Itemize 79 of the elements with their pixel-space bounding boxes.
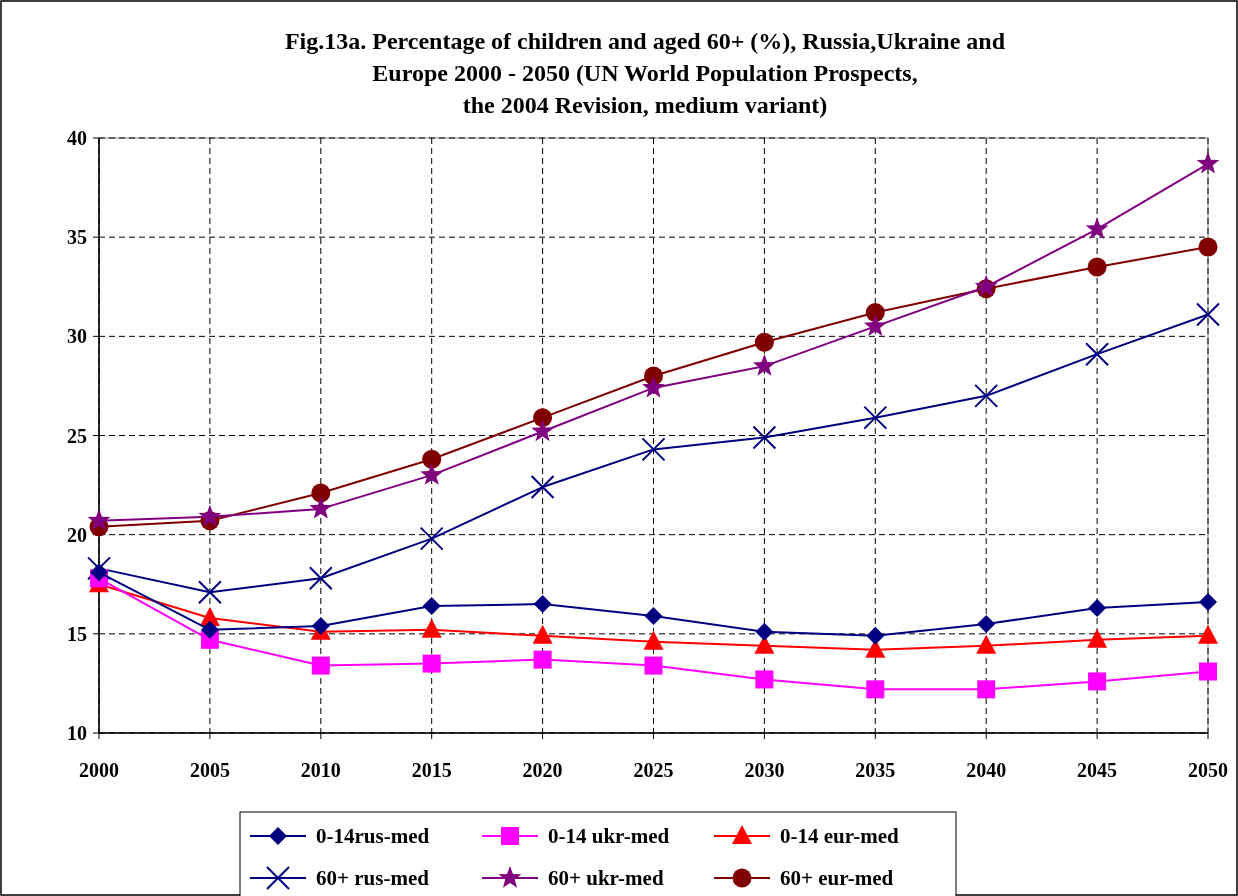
- point: [311, 616, 330, 635]
- point: [308, 566, 333, 591]
- point: [311, 656, 330, 675]
- legend-label: 0-14 ukr-med: [548, 824, 670, 849]
- point: [200, 620, 219, 639]
- point: [866, 680, 885, 699]
- point: [863, 405, 888, 430]
- legend-label: 0-14 eur-med: [780, 824, 900, 849]
- point: [977, 614, 996, 633]
- point: [1198, 237, 1218, 257]
- point: [87, 508, 111, 531]
- point: [309, 496, 333, 519]
- legend-label: 60+ rus-med: [316, 866, 430, 891]
- point: [1085, 217, 1109, 239]
- point: [643, 630, 664, 650]
- y-tick-label: 25: [67, 424, 87, 447]
- y-tick-label: 30: [67, 325, 87, 348]
- point: [754, 332, 774, 352]
- point: [865, 303, 885, 323]
- point: [641, 437, 666, 462]
- legend-label: 60+ eur-med: [780, 866, 894, 891]
- point: [644, 606, 663, 625]
- point: [755, 670, 774, 689]
- point: [1088, 599, 1107, 618]
- point: [1199, 662, 1217, 681]
- legend-label: 0-14rus-med: [316, 824, 430, 849]
- point: [1196, 302, 1220, 327]
- x-tick-label: 2035: [855, 759, 896, 781]
- point: [1198, 624, 1218, 644]
- y-tick-label: 40: [67, 127, 87, 149]
- x-tick-label: 2025: [633, 759, 674, 781]
- x-tick-label: 2040: [966, 759, 1007, 781]
- point: [531, 419, 555, 442]
- point: [752, 425, 777, 450]
- point: [863, 314, 887, 337]
- y-tick-label: 10: [67, 722, 87, 744]
- point: [644, 656, 663, 675]
- point: [422, 449, 442, 469]
- point: [532, 624, 553, 644]
- point: [1088, 672, 1107, 691]
- point: [419, 526, 444, 551]
- legend-label: 60+ ukr-med: [548, 866, 664, 891]
- point: [530, 475, 555, 500]
- point: [752, 354, 776, 376]
- point: [1087, 628, 1108, 648]
- chart-title: Fig.13a. Percentage of children and aged 60+ (%), Russia,Ukraine and Europe 2000 - 2050 (UN World Population Prospects, the 2004 Revision, medium variant): [284, 28, 1006, 118]
- point: [420, 463, 444, 485]
- point: [422, 654, 441, 673]
- point: [1199, 593, 1217, 612]
- point: [1196, 151, 1220, 174]
- y-tick-label: 35: [67, 226, 87, 249]
- point: [533, 650, 552, 669]
- y-tick-label: 20: [67, 523, 87, 546]
- point: [1087, 257, 1107, 277]
- y-tick-label: 15: [67, 622, 87, 645]
- x-tick-label: 2015: [411, 759, 452, 781]
- point: [90, 563, 108, 582]
- point: [755, 622, 774, 641]
- x-tick-label: 2000: [79, 759, 119, 781]
- x-tick-label: 2020: [522, 759, 563, 781]
- x-tick-label: 2030: [744, 759, 785, 781]
- x-tick-label: 2010: [300, 759, 341, 781]
- point: [197, 580, 222, 605]
- point: [974, 383, 999, 408]
- point: [311, 483, 331, 503]
- x-tick-label: 2050: [1188, 759, 1228, 781]
- x-tick-label: 2005: [189, 759, 230, 781]
- point: [1085, 342, 1110, 367]
- point: [974, 274, 998, 297]
- point: [642, 375, 665, 398]
- point: [198, 504, 222, 527]
- point: [976, 634, 997, 654]
- point: [977, 680, 996, 699]
- point: [533, 595, 552, 614]
- x-tick-label: 2045: [1077, 759, 1118, 781]
- point: [866, 626, 885, 645]
- point: [422, 597, 441, 616]
- point: [421, 618, 442, 638]
- point: [533, 408, 553, 428]
